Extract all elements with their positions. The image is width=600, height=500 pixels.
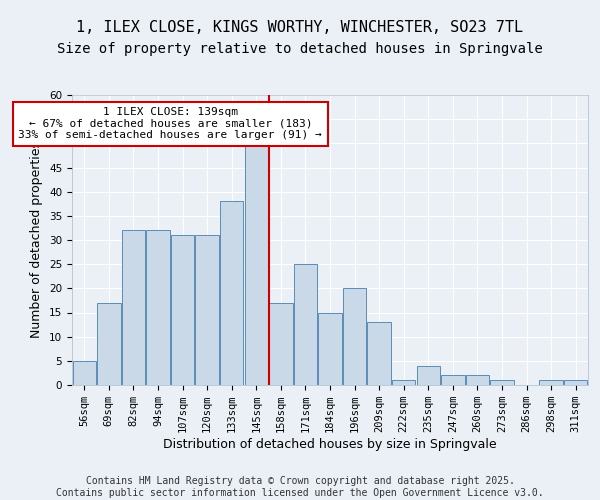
Bar (490, 380, 514, 385)
Bar (466, 376, 489, 385)
Bar (539, 380, 563, 385)
Bar (245, 144, 268, 385)
Bar (564, 380, 587, 385)
Bar (97, 303, 121, 385)
X-axis label: Distribution of detached houses by size in Springvale: Distribution of detached houses by size … (163, 438, 497, 451)
Bar (392, 380, 415, 385)
Bar (416, 366, 440, 385)
Bar (122, 230, 145, 385)
Bar (343, 288, 366, 385)
Text: Contains HM Land Registry data © Crown copyright and database right 2025.
Contai: Contains HM Land Registry data © Crown c… (56, 476, 544, 498)
Bar (220, 202, 244, 385)
Text: 1, ILEX CLOSE, KINGS WORTHY, WINCHESTER, SO23 7TL: 1, ILEX CLOSE, KINGS WORTHY, WINCHESTER,… (76, 20, 524, 35)
Bar (367, 322, 391, 385)
Bar (294, 264, 317, 385)
Text: Size of property relative to detached houses in Springvale: Size of property relative to detached ho… (57, 42, 543, 56)
Bar (73, 361, 96, 385)
Bar (269, 303, 293, 385)
Bar (441, 376, 464, 385)
Bar (196, 235, 219, 385)
Bar (319, 312, 341, 385)
Bar (171, 235, 194, 385)
Bar (146, 230, 170, 385)
Y-axis label: Number of detached properties: Number of detached properties (31, 142, 43, 338)
Text: 1 ILEX CLOSE: 139sqm
← 67% of detached houses are smaller (183)
33% of semi-deta: 1 ILEX CLOSE: 139sqm ← 67% of detached h… (19, 107, 322, 140)
